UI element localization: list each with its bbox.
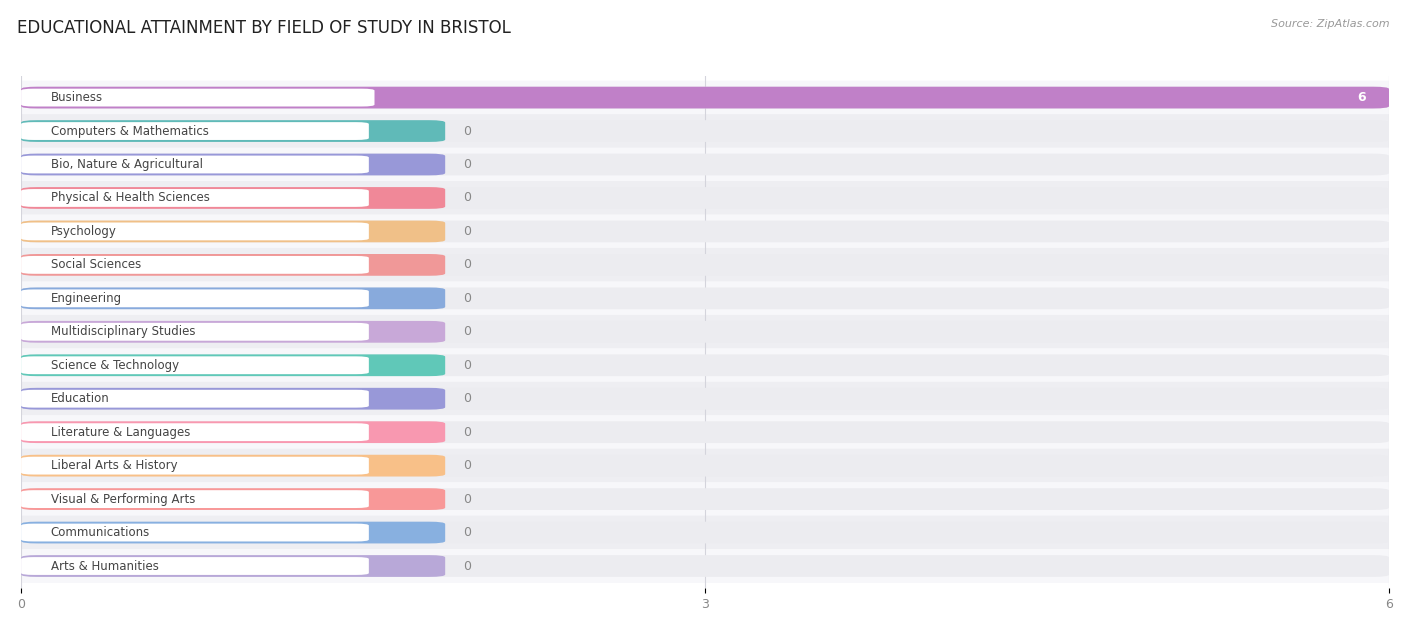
FancyBboxPatch shape <box>21 382 1389 416</box>
FancyBboxPatch shape <box>21 388 1389 410</box>
FancyBboxPatch shape <box>21 120 446 142</box>
Text: 0: 0 <box>464 559 471 573</box>
FancyBboxPatch shape <box>21 356 368 374</box>
Text: 0: 0 <box>464 158 471 171</box>
Text: 0: 0 <box>464 325 471 338</box>
Text: Arts & Humanities: Arts & Humanities <box>51 559 159 573</box>
FancyBboxPatch shape <box>21 214 1389 248</box>
FancyBboxPatch shape <box>21 148 1389 181</box>
FancyBboxPatch shape <box>21 489 446 510</box>
Text: 0: 0 <box>464 191 471 205</box>
FancyBboxPatch shape <box>21 321 1389 343</box>
FancyBboxPatch shape <box>21 281 1389 315</box>
Text: 0: 0 <box>464 292 471 305</box>
Text: 0: 0 <box>464 359 471 372</box>
FancyBboxPatch shape <box>21 87 1389 109</box>
FancyBboxPatch shape <box>21 222 368 240</box>
Text: Physical & Health Sciences: Physical & Health Sciences <box>51 191 209 205</box>
Text: 6: 6 <box>1358 91 1367 104</box>
FancyBboxPatch shape <box>21 490 368 508</box>
FancyBboxPatch shape <box>21 355 1389 376</box>
FancyBboxPatch shape <box>21 288 1389 309</box>
Text: 0: 0 <box>464 258 471 271</box>
Text: Education: Education <box>51 392 110 405</box>
Text: Literature & Languages: Literature & Languages <box>51 426 190 439</box>
FancyBboxPatch shape <box>21 521 446 544</box>
FancyBboxPatch shape <box>21 254 1389 276</box>
FancyBboxPatch shape <box>21 187 1389 209</box>
FancyBboxPatch shape <box>21 122 368 140</box>
Text: 0: 0 <box>464 492 471 506</box>
FancyBboxPatch shape <box>21 81 1389 114</box>
Text: 0: 0 <box>464 526 471 539</box>
Text: Psychology: Psychology <box>51 225 117 238</box>
FancyBboxPatch shape <box>21 187 446 209</box>
FancyBboxPatch shape <box>21 114 1389 148</box>
FancyBboxPatch shape <box>21 422 446 443</box>
FancyBboxPatch shape <box>21 457 368 475</box>
Text: Engineering: Engineering <box>51 292 122 305</box>
Text: Computers & Mathematics: Computers & Mathematics <box>51 125 208 138</box>
Text: 0: 0 <box>464 426 471 439</box>
FancyBboxPatch shape <box>21 390 368 408</box>
Text: Liberal Arts & History: Liberal Arts & History <box>51 459 177 472</box>
FancyBboxPatch shape <box>21 154 446 175</box>
FancyBboxPatch shape <box>21 455 1389 477</box>
FancyBboxPatch shape <box>21 288 446 309</box>
Text: Science & Technology: Science & Technology <box>51 359 179 372</box>
FancyBboxPatch shape <box>21 155 368 173</box>
FancyBboxPatch shape <box>21 289 368 307</box>
FancyBboxPatch shape <box>21 189 368 207</box>
Text: Visual & Performing Arts: Visual & Performing Arts <box>51 492 195 506</box>
FancyBboxPatch shape <box>21 482 1389 516</box>
FancyBboxPatch shape <box>21 348 1389 382</box>
Text: Social Sciences: Social Sciences <box>51 258 141 271</box>
Text: Bio, Nature & Agricultural: Bio, Nature & Agricultural <box>51 158 202 171</box>
FancyBboxPatch shape <box>21 154 1389 175</box>
Text: 0: 0 <box>464 392 471 405</box>
Text: 0: 0 <box>464 459 471 472</box>
FancyBboxPatch shape <box>21 555 1389 577</box>
FancyBboxPatch shape <box>21 87 1389 109</box>
FancyBboxPatch shape <box>21 455 446 477</box>
FancyBboxPatch shape <box>21 323 368 341</box>
FancyBboxPatch shape <box>21 315 1389 349</box>
FancyBboxPatch shape <box>21 422 1389 443</box>
FancyBboxPatch shape <box>21 516 1389 549</box>
Text: 0: 0 <box>464 125 471 138</box>
FancyBboxPatch shape <box>21 321 446 343</box>
Text: Communications: Communications <box>51 526 150 539</box>
FancyBboxPatch shape <box>21 221 446 242</box>
FancyBboxPatch shape <box>21 248 1389 282</box>
FancyBboxPatch shape <box>21 524 368 542</box>
FancyBboxPatch shape <box>21 415 1389 449</box>
FancyBboxPatch shape <box>21 557 368 575</box>
FancyBboxPatch shape <box>21 555 446 577</box>
FancyBboxPatch shape <box>21 489 1389 510</box>
FancyBboxPatch shape <box>21 88 374 107</box>
FancyBboxPatch shape <box>21 549 1389 583</box>
FancyBboxPatch shape <box>21 423 368 441</box>
Text: Multidisciplinary Studies: Multidisciplinary Studies <box>51 325 195 338</box>
FancyBboxPatch shape <box>21 256 368 274</box>
FancyBboxPatch shape <box>21 181 1389 215</box>
Text: EDUCATIONAL ATTAINMENT BY FIELD OF STUDY IN BRISTOL: EDUCATIONAL ATTAINMENT BY FIELD OF STUDY… <box>17 19 510 37</box>
Text: 0: 0 <box>464 225 471 238</box>
FancyBboxPatch shape <box>21 120 1389 142</box>
Text: Business: Business <box>51 91 103 104</box>
FancyBboxPatch shape <box>21 388 446 410</box>
FancyBboxPatch shape <box>21 221 1389 242</box>
Text: Source: ZipAtlas.com: Source: ZipAtlas.com <box>1271 19 1389 29</box>
FancyBboxPatch shape <box>21 449 1389 483</box>
FancyBboxPatch shape <box>21 355 446 376</box>
FancyBboxPatch shape <box>21 254 446 276</box>
FancyBboxPatch shape <box>21 521 1389 544</box>
